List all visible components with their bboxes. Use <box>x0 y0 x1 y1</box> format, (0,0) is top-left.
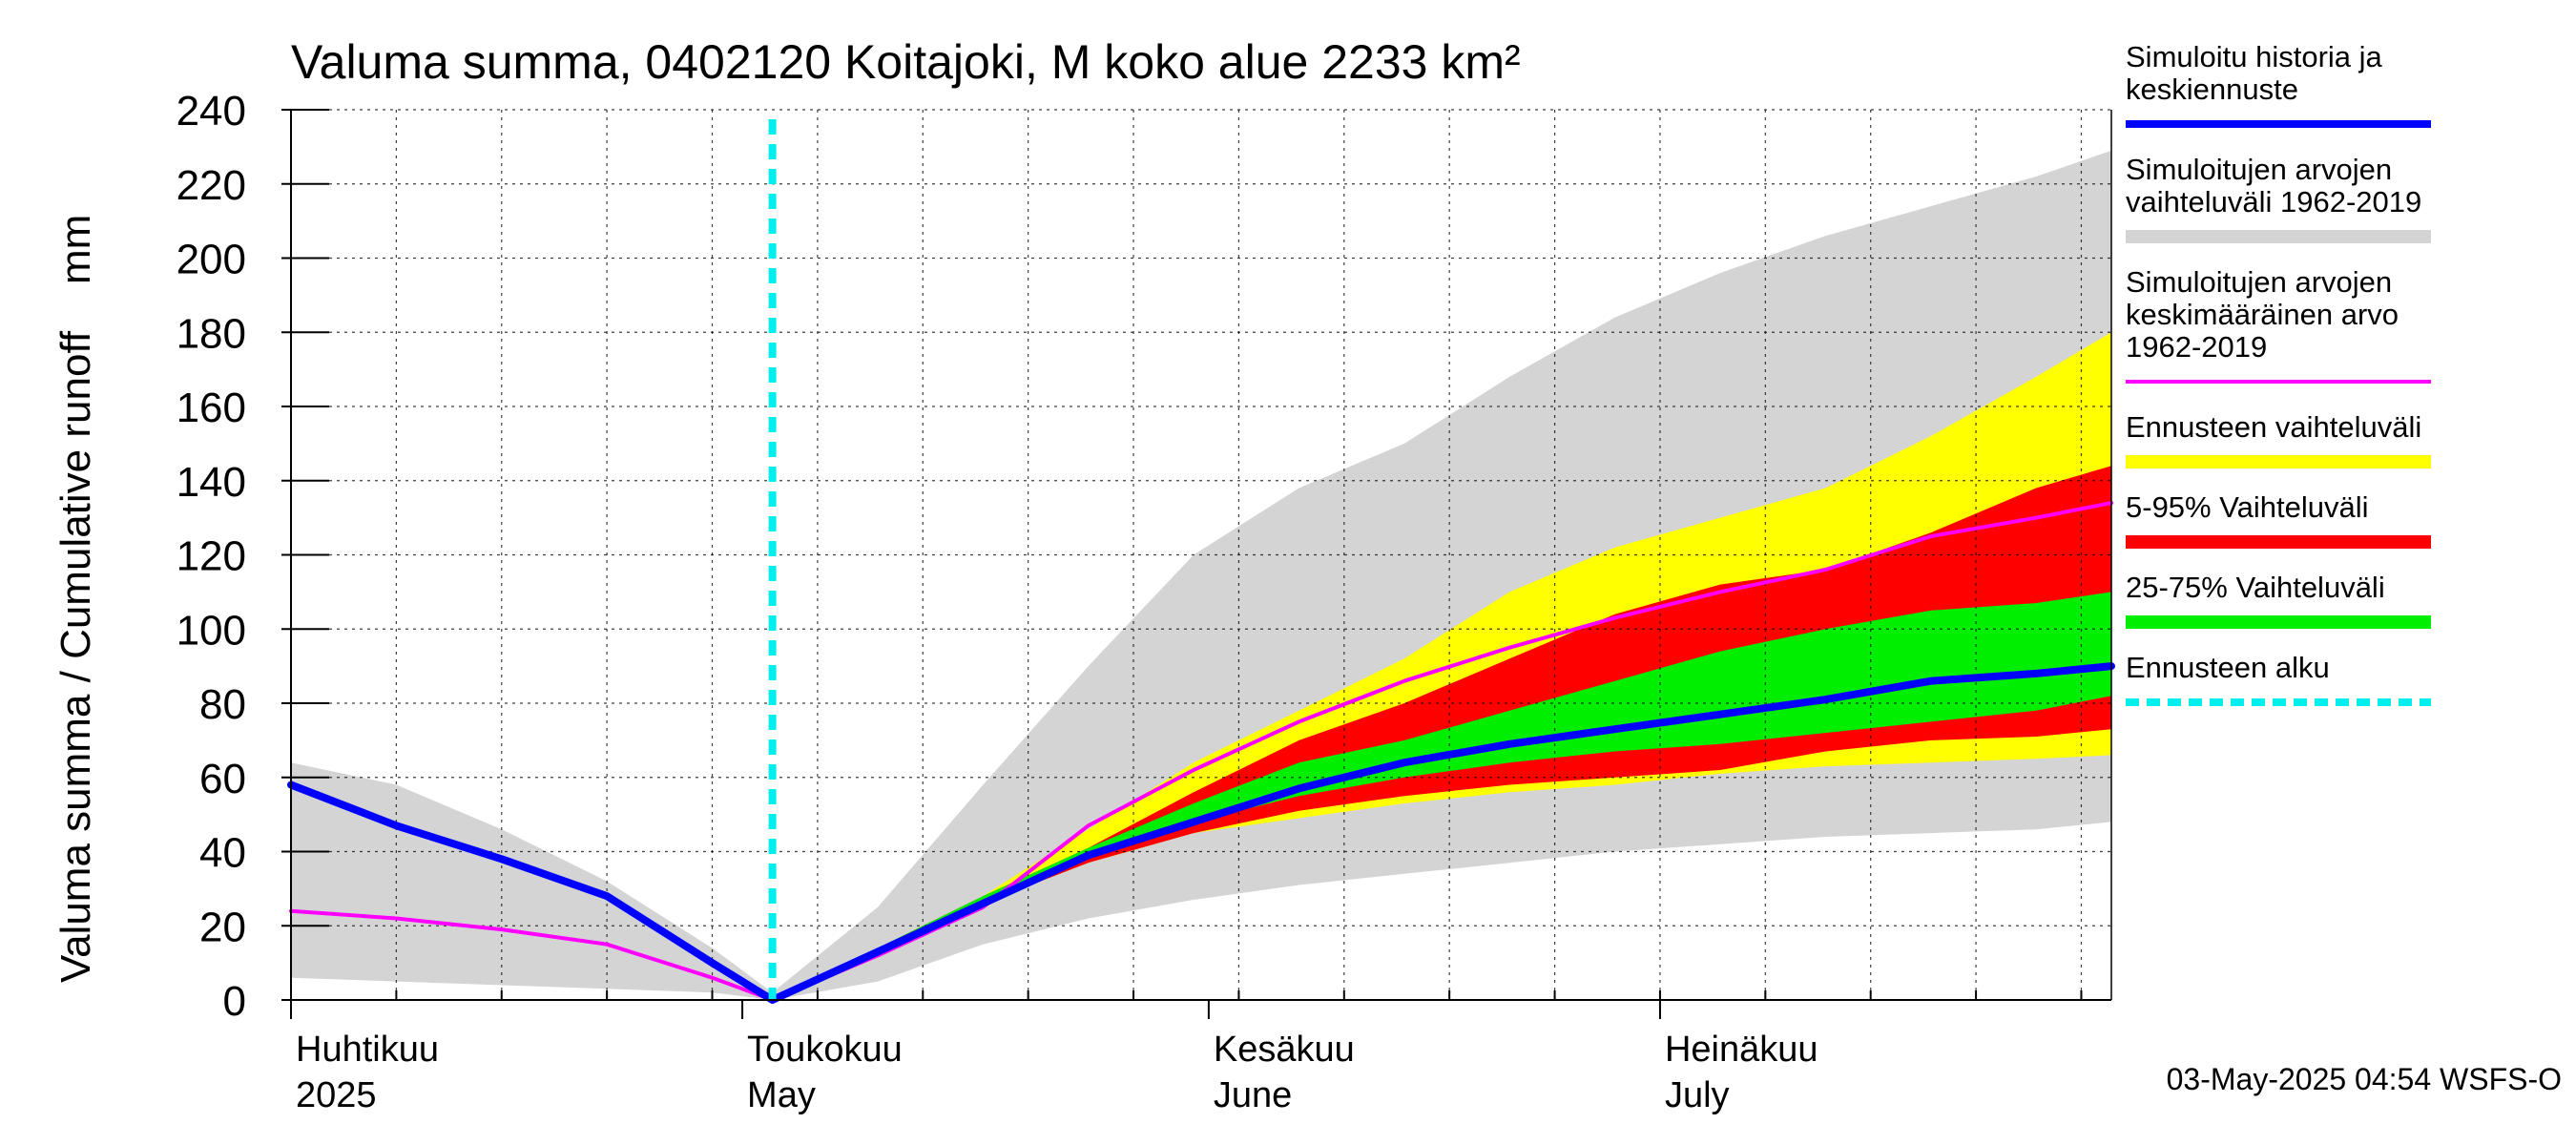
legend-label: Ennusteen vaihteluväli <box>2126 410 2421 444</box>
legend-label: Simuloitujen arvojen <box>2126 265 2392 299</box>
y-tick-label: 200 <box>177 237 246 283</box>
y-tick-label: 160 <box>177 385 246 431</box>
legend-label: keskiennuste <box>2126 73 2298 106</box>
p25-75-band <box>772 592 2111 1000</box>
month-label-en: June <box>1214 1075 1292 1115</box>
legend-label: 5-95% Vaihteluväli <box>2126 490 2368 524</box>
y-tick-label: 20 <box>199 904 246 950</box>
y-tick-label: 40 <box>199 830 246 877</box>
legend-label: 25-75% Vaihteluväli <box>2126 571 2385 604</box>
legend-label: keskimääräinen arvo <box>2126 298 2399 331</box>
month-label-en: July <box>1665 1075 1730 1115</box>
y-tick-label: 180 <box>177 310 246 357</box>
forecast-range-band <box>772 332 2111 1000</box>
sim-history-line <box>287 662 2115 1004</box>
y-axis-label: Valuma summa / Cumulative runoff mm <box>52 215 99 983</box>
legend-label: Ennusteen alku <box>2126 651 2330 684</box>
legend-label: Simuloitu historia ja <box>2126 40 2383 73</box>
mean-line <box>289 501 2113 1002</box>
month-label-en: 2025 <box>296 1075 377 1115</box>
history-range-band <box>291 150 2111 1001</box>
legend-label: 1962-2019 <box>2126 330 2267 364</box>
band-layer <box>291 150 2111 1001</box>
y-tick-label: 60 <box>199 756 246 802</box>
month-label-fi: Huhtikuu <box>296 1030 439 1070</box>
y-tick-label: 140 <box>177 459 246 506</box>
legend-label: Simuloitujen arvojen <box>2126 153 2392 186</box>
footer-timestamp: 03-May-2025 04:54 WSFS-O <box>2167 1062 2562 1096</box>
month-label-fi: Kesäkuu <box>1214 1030 1355 1070</box>
y-tick-label: 0 <box>223 978 246 1025</box>
grid-layer <box>291 109 2111 1000</box>
line-layer <box>287 119 2115 1004</box>
legend-label: vaihteluväli 1962-2019 <box>2126 185 2421 219</box>
y-tick-label: 120 <box>177 533 246 580</box>
month-label-fi: Toukokuu <box>747 1030 903 1070</box>
y-tick-label: 100 <box>177 607 246 654</box>
month-label-en: May <box>747 1075 816 1115</box>
y-tick-label: 240 <box>177 88 246 135</box>
y-tick-label: 80 <box>199 681 246 728</box>
axes-layer: 0 20 40 60 80 100 120 140 160 180 200 220 240 Huhtiku… <box>177 88 2112 1115</box>
month-label-fi: Heinäkuu <box>1665 1030 1818 1070</box>
chart-title: Valuma summa, 0402120 Koitajoki, M koko … <box>291 35 1521 89</box>
y-tick-label: 220 <box>177 162 246 209</box>
